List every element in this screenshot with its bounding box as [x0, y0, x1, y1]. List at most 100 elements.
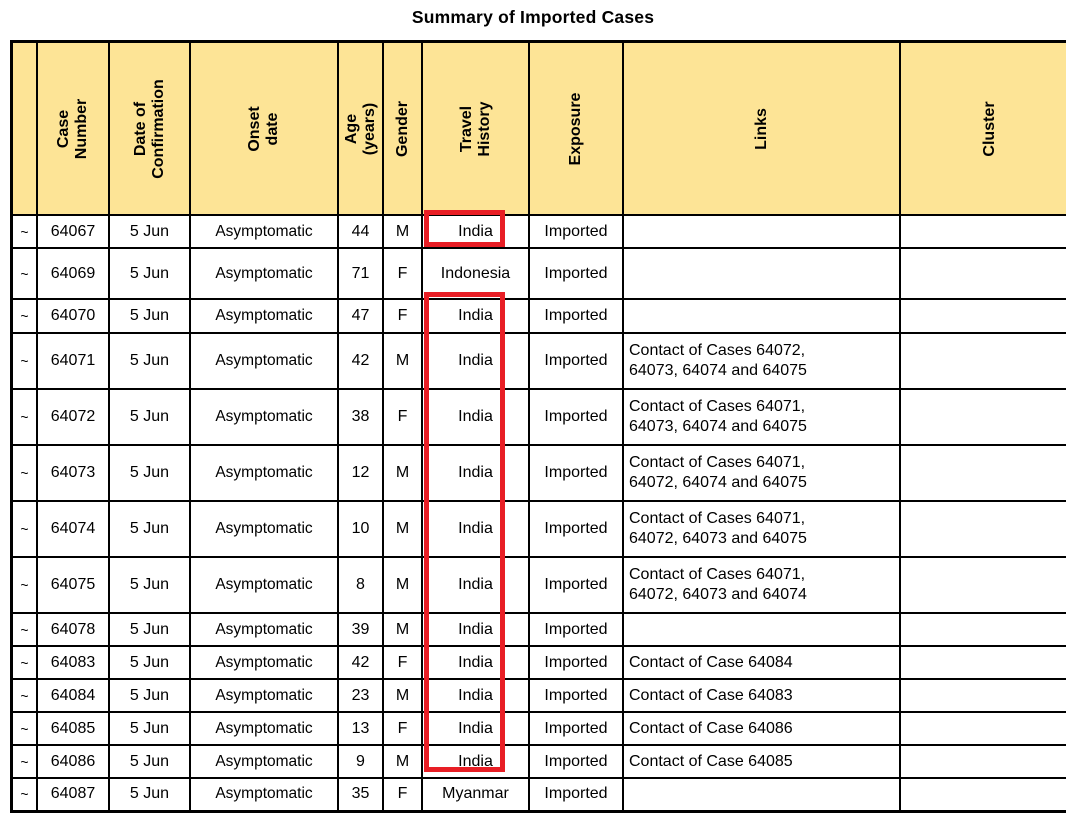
cell-marker: ~	[10, 711, 38, 746]
column-header-label: Exposure	[567, 92, 585, 165]
cell-confirmation_date: 5 Jun	[108, 678, 191, 713]
cell-marker: ~	[10, 777, 38, 812]
column-header-label: Travel History	[457, 100, 493, 157]
cell-marker: ~	[10, 444, 38, 502]
cell-travel_history: India	[421, 678, 530, 713]
cell-case_number: 64084	[36, 678, 110, 713]
cell-confirmation_date: 5 Jun	[108, 645, 191, 680]
cell-gender: F	[382, 711, 423, 746]
cell-confirmation_date: 5 Jun	[108, 500, 191, 558]
cell-case_number: 64073	[36, 444, 110, 502]
cell-marker: ~	[10, 332, 38, 390]
links-text: Contact of Cases 64071, 64072, 64073 and…	[629, 510, 807, 547]
cell-exposure: Imported	[528, 744, 624, 779]
cell-gender: M	[382, 744, 423, 779]
cell-exposure: Imported	[528, 332, 624, 390]
cell-case_number: 64083	[36, 645, 110, 680]
summary-table-wrap: Case Number Date of Confirmation Onset dat…	[10, 40, 1066, 813]
cell-onset_date: Asymptomatic	[189, 388, 339, 446]
cell-links: Contact of Case 64085	[622, 744, 901, 779]
page-title: Summary of Imported Cases	[411, 7, 655, 27]
cell-confirmation_date: 5 Jun	[108, 744, 191, 779]
cell-age: 38	[337, 388, 384, 446]
cell-marker: ~	[10, 388, 38, 446]
cell-cluster	[899, 556, 1066, 614]
column-header-label: Case Number	[55, 98, 90, 159]
table-row-case-64083: ~64083 5 Jun Asymptomatic 42 F India Imported C…	[10, 645, 1066, 680]
cell-exposure: Imported	[528, 388, 624, 446]
cell-gender: M	[382, 556, 423, 614]
cell-gender: F	[382, 298, 423, 334]
cell-case_number: 64067	[36, 214, 110, 249]
cell-exposure: Imported	[528, 678, 624, 713]
cell-onset_date: Asymptomatic	[189, 214, 339, 249]
cell-marker: ~	[10, 556, 38, 614]
cell-onset_date: Asymptomatic	[189, 711, 339, 746]
cell-travel_history: India	[421, 298, 530, 334]
cell-age: 47	[337, 298, 384, 334]
cell-cluster	[899, 744, 1066, 779]
table-row-case-64070: ~64070 5 Jun Asymptomatic 47 F India Imported	[10, 298, 1066, 334]
cell-gender: F	[382, 247, 423, 300]
cell-age: 8	[337, 556, 384, 614]
cell-gender: F	[382, 645, 423, 680]
cell-case_number: 64069	[36, 247, 110, 300]
cell-travel_history: Myanmar	[421, 777, 530, 812]
cell-marker: ~	[10, 214, 38, 249]
cell-marker: ~	[10, 500, 38, 558]
cell-age: 42	[337, 332, 384, 390]
cell-onset_date: Asymptomatic	[189, 500, 339, 558]
table-header: Case Number Date of Confirmation Onset dat…	[10, 40, 1066, 216]
table-body: ~64067 5 Jun Asymptomatic 44 M India Imported ~…	[10, 214, 1066, 812]
column-header-confirmation_date: Date of Confirmation	[108, 40, 191, 216]
links-text: Contact of Case 64085	[629, 752, 793, 770]
column-header-label: Date of Confirmation	[131, 78, 167, 179]
cell-confirmation_date: 5 Jun	[108, 247, 191, 300]
cell-age: 39	[337, 612, 384, 647]
cell-marker: ~	[10, 612, 38, 647]
cell-links	[622, 298, 901, 334]
cell-case_number: 64086	[36, 744, 110, 779]
cell-onset_date: Asymptomatic	[189, 777, 339, 812]
cell-travel_history: India	[421, 500, 530, 558]
table-row-case-64069: ~64069 5 Jun Asymptomatic 71 F Indonesia Impor…	[10, 247, 1066, 300]
cell-exposure: Imported	[528, 500, 624, 558]
cell-cluster	[899, 388, 1066, 446]
cell-confirmation_date: 5 Jun	[108, 612, 191, 647]
cell-links: Contact of Case 64084	[622, 645, 901, 680]
cell-case_number: 64078	[36, 612, 110, 647]
cell-gender: M	[382, 214, 423, 249]
cell-age: 42	[337, 645, 384, 680]
cell-confirmation_date: 5 Jun	[108, 556, 191, 614]
cell-case_number: 64075	[36, 556, 110, 614]
cell-confirmation_date: 5 Jun	[108, 388, 191, 446]
cell-onset_date: Asymptomatic	[189, 332, 339, 390]
cell-age: 9	[337, 744, 384, 779]
table-row-case-64084: ~64084 5 Jun Asymptomatic 23 M India Imported C…	[10, 678, 1066, 713]
cell-gender: M	[382, 678, 423, 713]
cell-confirmation_date: 5 Jun	[108, 332, 191, 390]
column-header-age: Age (years)	[337, 40, 384, 216]
cell-case_number: 64071	[36, 332, 110, 390]
cell-travel_history: India	[421, 612, 530, 647]
table-row-case-64067: ~64067 5 Jun Asymptomatic 44 M India Imported	[10, 214, 1066, 249]
cell-age: 71	[337, 247, 384, 300]
links-text: Contact of Case 64086	[629, 719, 793, 737]
cell-age: 10	[337, 500, 384, 558]
table-row-case-64086: ~64086 5 Jun Asymptomatic 9 M India Imported Co…	[10, 744, 1066, 779]
links-text: Contact of Cases 64071, 64072, 64073 and…	[629, 566, 807, 603]
cell-confirmation_date: 5 Jun	[108, 711, 191, 746]
column-header-exposure: Exposure	[528, 40, 624, 216]
cell-cluster	[899, 777, 1066, 812]
cell-travel_history: India	[421, 556, 530, 614]
column-header-gender: Gender	[382, 40, 423, 216]
links-text: Contact of Cases 64071, 64072, 64074 and…	[629, 454, 807, 491]
cell-age: 13	[337, 711, 384, 746]
cell-confirmation_date: 5 Jun	[108, 298, 191, 334]
cell-links	[622, 777, 901, 812]
cell-marker: ~	[10, 744, 38, 779]
cell-cluster	[899, 247, 1066, 300]
cell-travel_history: India	[421, 332, 530, 390]
cell-exposure: Imported	[528, 556, 624, 614]
